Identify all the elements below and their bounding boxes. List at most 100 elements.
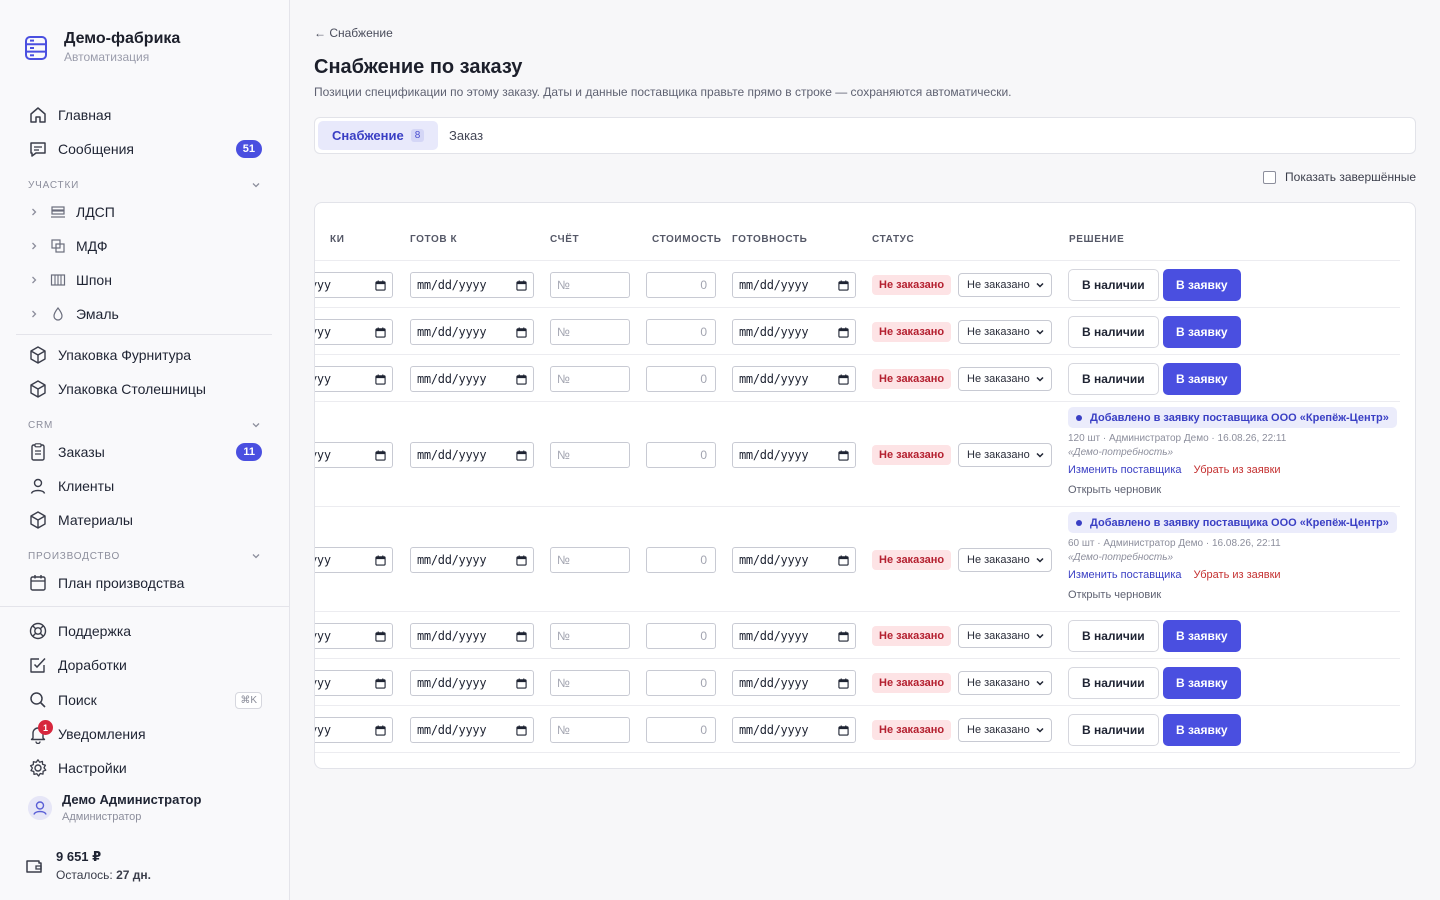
- date-input[interactable]: yyy: [315, 272, 393, 298]
- show-done-checkbox[interactable]: [1263, 170, 1277, 184]
- add-to-request-button[interactable]: В заявку: [1163, 269, 1241, 301]
- in-stock-button[interactable]: В наличии: [1068, 269, 1159, 301]
- ready-by-date-input[interactable]: mm/dd/yyyy: [410, 623, 534, 649]
- nav-support[interactable]: Поддержка: [28, 619, 262, 643]
- in-stock-button[interactable]: В наличии: [1068, 667, 1159, 699]
- in-stock-button[interactable]: В наличии: [1068, 620, 1159, 652]
- nav-notifications[interactable]: 1 Уведомления: [28, 720, 262, 746]
- readiness-date-input[interactable]: mm/dd/yyyy: [732, 670, 856, 696]
- invoice-input[interactable]: №: [550, 272, 630, 298]
- date-input[interactable]: yyy: [315, 319, 393, 345]
- nav-messages[interactable]: Сообщения 51: [28, 137, 262, 161]
- readiness-date-input[interactable]: mm/dd/yyyy: [732, 717, 856, 743]
- readiness-date-input[interactable]: mm/dd/yyyy: [732, 272, 856, 298]
- invoice-input[interactable]: №: [550, 366, 630, 392]
- nav-orders[interactable]: Заказы 11: [28, 440, 262, 464]
- section-production[interactable]: ПРОИЗВОДСТВО: [28, 550, 262, 562]
- remove-from-request-link[interactable]: Убрать из заявки: [1193, 464, 1281, 476]
- show-done-toggle[interactable]: Показать завершённые: [1263, 170, 1416, 184]
- status-select[interactable]: Не заказано: [958, 548, 1052, 572]
- date-value: yyy: [315, 372, 331, 386]
- in-stock-button[interactable]: В наличии: [1068, 363, 1159, 395]
- nav-home-label: Главная: [58, 107, 112, 123]
- nav-improvements[interactable]: Доработки: [28, 653, 262, 677]
- readiness-date-input[interactable]: mm/dd/yyyy: [732, 442, 856, 468]
- status-select[interactable]: Не заказано: [958, 320, 1052, 344]
- nav-area-ldsp[interactable]: ЛДСП: [28, 200, 262, 224]
- open-draft-link[interactable]: Открыть черновик: [1068, 589, 1162, 601]
- add-to-request-button[interactable]: В заявку: [1163, 620, 1241, 652]
- remove-from-request-link[interactable]: Убрать из заявки: [1193, 569, 1281, 581]
- cost-input[interactable]: 0: [646, 670, 716, 696]
- cost-input[interactable]: 0: [646, 272, 716, 298]
- in-stock-button[interactable]: В наличии: [1068, 316, 1159, 348]
- in-stock-button[interactable]: В наличии: [1068, 714, 1159, 746]
- ready-by-date-input[interactable]: mm/dd/yyyy: [410, 670, 534, 696]
- nav-materials[interactable]: Материалы: [28, 508, 262, 532]
- section-areas[interactable]: УЧАСТКИ: [28, 179, 262, 191]
- nav-area-mdf[interactable]: МДФ: [28, 234, 262, 258]
- cost-input[interactable]: 0: [646, 547, 716, 573]
- nav-packing-tops[interactable]: Упаковка Столешницы: [28, 377, 262, 401]
- invoice-input[interactable]: №: [550, 547, 630, 573]
- nav-orders-label: Заказы: [58, 444, 105, 460]
- change-supplier-link[interactable]: Изменить поставщика: [1068, 464, 1182, 476]
- add-to-request-button[interactable]: В заявку: [1163, 667, 1241, 699]
- table-row: yyy mm/dd/yyyy № 0 mm/dd/yyyy Не заказано Не з…: [315, 261, 1400, 308]
- nav-area-veneer[interactable]: Шпон: [28, 268, 262, 292]
- nav-production-plan[interactable]: План производства: [28, 571, 262, 595]
- invoice-input[interactable]: №: [550, 442, 630, 468]
- cost-input[interactable]: 0: [646, 366, 716, 392]
- tab-supply[interactable]: Снабжение 8: [318, 121, 439, 150]
- table-row: yyy mm/dd/yyyy № 0 mm/dd/yyyy Не заказано Не з…: [315, 402, 1400, 507]
- ready-by-date-input[interactable]: mm/dd/yyyy: [410, 272, 534, 298]
- nav-clients[interactable]: Клиенты: [28, 474, 262, 498]
- add-to-request-button[interactable]: В заявку: [1163, 714, 1241, 746]
- nav-search[interactable]: Поиск ⌘K: [28, 688, 262, 712]
- cost-input[interactable]: 0: [646, 442, 716, 468]
- status-select[interactable]: Не заказано: [958, 624, 1052, 648]
- ready-by-date-input[interactable]: mm/dd/yyyy: [410, 717, 534, 743]
- breadcrumb-back[interactable]: ← Снабжение: [314, 26, 393, 40]
- brand[interactable]: Демо-фабрика Автоматизация: [24, 30, 180, 64]
- box-icon: [30, 346, 46, 364]
- user-profile[interactable]: Демо Администратор Администратор: [28, 792, 201, 823]
- date-input[interactable]: yyy: [315, 547, 393, 573]
- invoice-input[interactable]: №: [550, 717, 630, 743]
- cost-input[interactable]: 0: [646, 623, 716, 649]
- nav-packing-hardware[interactable]: Упаковка Фурнитура: [28, 343, 262, 367]
- date-input[interactable]: yyy: [315, 717, 393, 743]
- add-to-request-button[interactable]: В заявку: [1163, 363, 1241, 395]
- status-select[interactable]: Не заказано: [958, 671, 1052, 695]
- nav-settings[interactable]: Настройки: [28, 756, 262, 780]
- add-to-request-button[interactable]: В заявку: [1163, 316, 1241, 348]
- status-select[interactable]: Не заказано: [958, 718, 1052, 742]
- wallet[interactable]: 9 651 ₽ Осталось: 27 дн.: [24, 849, 151, 882]
- nav-home[interactable]: Главная: [28, 103, 262, 127]
- status-select[interactable]: Не заказано: [958, 367, 1052, 391]
- tab-order[interactable]: Заказ: [435, 121, 497, 150]
- date-input[interactable]: yyy: [315, 442, 393, 468]
- status-select[interactable]: Не заказано: [958, 443, 1052, 467]
- readiness-date-input[interactable]: mm/dd/yyyy: [732, 623, 856, 649]
- readiness-date-input[interactable]: mm/dd/yyyy: [732, 547, 856, 573]
- cost-input[interactable]: 0: [646, 717, 716, 743]
- ready-by-date-input[interactable]: mm/dd/yyyy: [410, 442, 534, 468]
- invoice-input[interactable]: №: [550, 623, 630, 649]
- invoice-input[interactable]: №: [550, 319, 630, 345]
- section-crm[interactable]: CRM: [28, 419, 262, 431]
- cost-input[interactable]: 0: [646, 319, 716, 345]
- readiness-date-input[interactable]: mm/dd/yyyy: [732, 319, 856, 345]
- nav-area-enamel[interactable]: Эмаль: [28, 302, 262, 326]
- date-input[interactable]: yyy: [315, 366, 393, 392]
- invoice-input[interactable]: №: [550, 670, 630, 696]
- ready-by-date-input[interactable]: mm/dd/yyyy: [410, 366, 534, 392]
- change-supplier-link[interactable]: Изменить поставщика: [1068, 569, 1182, 581]
- open-draft-link[interactable]: Открыть черновик: [1068, 484, 1162, 496]
- date-input[interactable]: yyy: [315, 670, 393, 696]
- status-select[interactable]: Не заказано: [958, 273, 1052, 297]
- readiness-date-input[interactable]: mm/dd/yyyy: [732, 366, 856, 392]
- ready-by-date-input[interactable]: mm/dd/yyyy: [410, 319, 534, 345]
- date-input[interactable]: yyy: [315, 623, 393, 649]
- ready-by-date-input[interactable]: mm/dd/yyyy: [410, 547, 534, 573]
